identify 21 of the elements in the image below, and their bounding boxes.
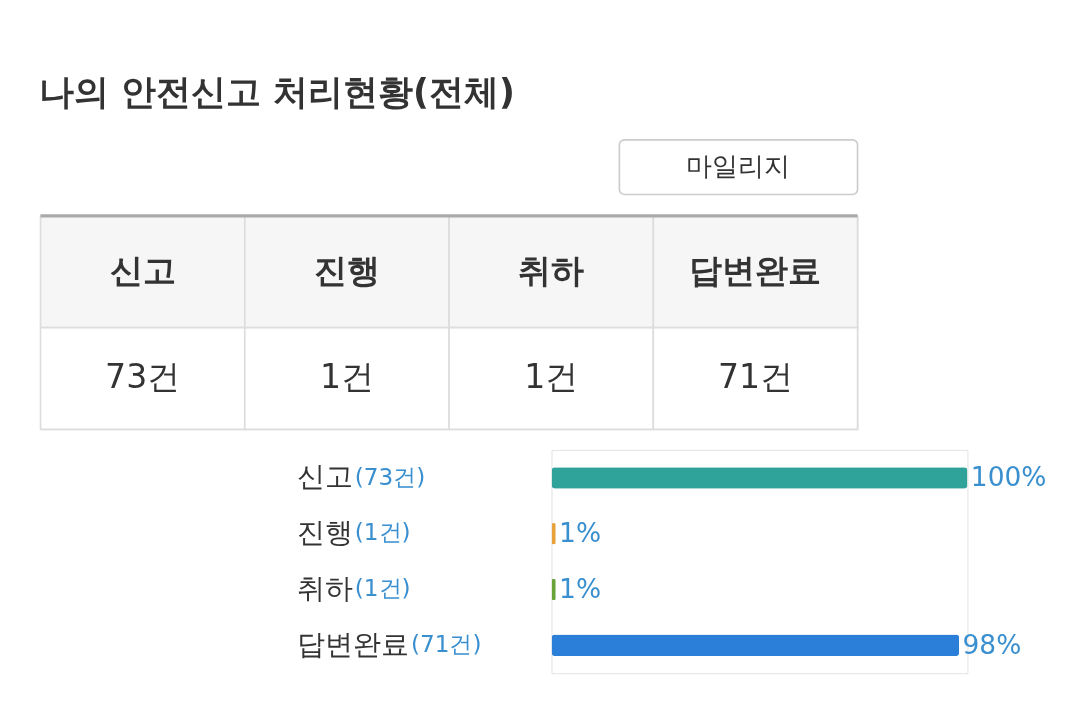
text: 73건 [105, 357, 181, 397]
text: 나의 안전신고 처리현황(전체) [38, 71, 515, 112]
data-label: 100% [970, 461, 1047, 493]
text: (73건) [354, 463, 426, 490]
text: (71건) [411, 630, 482, 657]
text: 1건 [524, 357, 579, 397]
y-tick-label: 신고 [296, 460, 353, 494]
y-tick-label: 취하 [296, 571, 353, 605]
category-label: 취하 [518, 250, 585, 290]
text: 마일리지 [686, 150, 791, 182]
data-label: 98% [962, 628, 1022, 660]
category-label: 답변완료 [689, 250, 822, 290]
y-tick-label: 답변완료 [296, 627, 409, 661]
text: 71건 [717, 357, 793, 397]
y-tick-label: 진행 [296, 515, 353, 549]
data-label: 1% [559, 572, 602, 604]
data-label: 1% [559, 516, 602, 548]
category-label: 신고 [109, 250, 176, 290]
text: 1건 [319, 357, 374, 397]
text: (1건) [354, 519, 411, 546]
text: (1건) [354, 575, 411, 602]
